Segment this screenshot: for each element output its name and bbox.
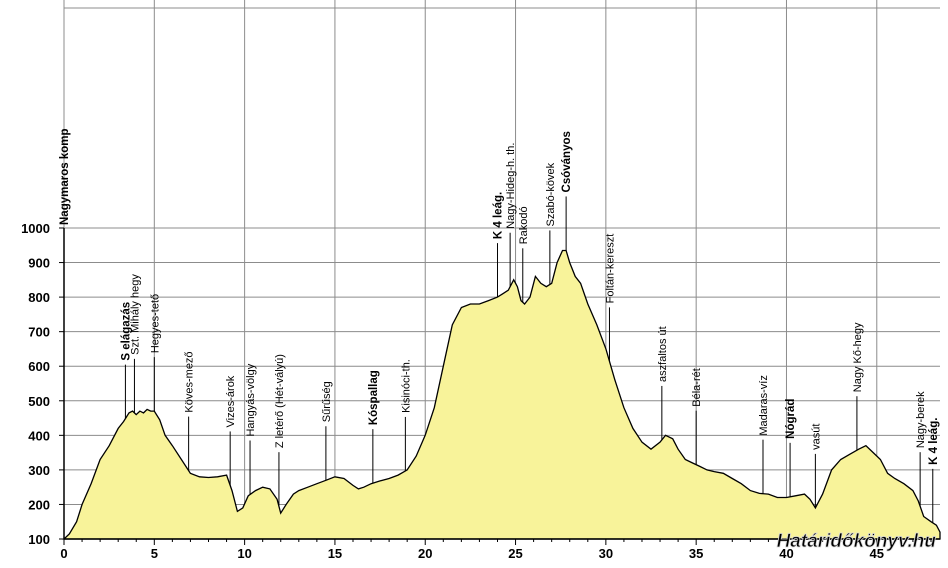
waypoint-label: Sűrűség — [321, 381, 333, 422]
x-tick-label: 20 — [418, 546, 432, 561]
y-tick-label: 900 — [28, 256, 50, 271]
x-tick-label: 10 — [237, 546, 251, 561]
y-tick-label: 400 — [28, 428, 50, 443]
x-tick-label: 15 — [328, 546, 342, 561]
waypoint-label: Köves-mező — [184, 351, 196, 412]
waypoint-label: K 4 leág. — [492, 192, 504, 239]
waypoint-label: Kisinóci-th. — [400, 359, 412, 413]
waypoint-label: Nagy-berek — [915, 391, 927, 448]
x-tick-label: 35 — [689, 546, 703, 561]
waypoint-label: Vizes-árok — [225, 375, 237, 427]
y-tick-label: 500 — [28, 394, 50, 409]
waypoint-label: Szt. Mihály hegy — [129, 274, 141, 355]
y-tick-label: 800 — [28, 290, 50, 305]
waypoint-label: K 4 leág. — [928, 418, 940, 465]
y-tick-label: 1000 — [21, 221, 50, 236]
waypoint-label: Hegyes-tető — [149, 294, 161, 353]
waypoint-label: Foltán-kereszt — [604, 234, 616, 304]
waypoint-label: Nagy Kő-hegy — [852, 322, 864, 392]
waypoint-label: Béla-rét — [691, 368, 703, 407]
x-tick-label: 25 — [508, 546, 522, 561]
y-tick-label: 200 — [28, 497, 50, 512]
waypoint-label: S elágazás — [120, 302, 132, 361]
waypoint-label: aszfaltos út — [657, 326, 669, 382]
waypoint-label: Z letérő (Hét-vályú) — [274, 354, 286, 448]
waypoint-label: Kóspallag — [368, 370, 380, 425]
waypoint-label: Szabó-kövek — [545, 162, 557, 226]
waypoint-label: Madaras-víz — [758, 375, 770, 436]
y-tick-label: 100 — [28, 532, 50, 547]
y-tick-label: 300 — [28, 463, 50, 478]
waypoint-label: Csóványos — [561, 131, 573, 192]
waypoint-label: Rakodó — [518, 206, 530, 244]
elevation-area — [62, 249, 941, 540]
waypoint-label: Nagymaros komp — [59, 128, 71, 225]
y-tick-label: 700 — [28, 325, 50, 340]
x-tick-label: 5 — [151, 546, 158, 561]
waypoint-label: vasút — [810, 424, 822, 450]
x-axis-ticks: 0 5 10 15 20 25 30 35 40 45 — [60, 539, 932, 561]
watermark-text: Határidőkönyv.hu — [777, 531, 937, 552]
x-tick-label: 30 — [599, 546, 613, 561]
waypoint-label: Nógrád — [785, 399, 797, 439]
y-axis-ticks: 100 200 300 400 500 600 700 800 900 1000 — [21, 221, 64, 547]
x-tick-label: 40 — [779, 546, 793, 561]
x-tick-label: 0 — [60, 546, 67, 561]
waypoint-label: Hangyás-völgy — [245, 363, 257, 436]
x-tick-label: 45 — [870, 546, 884, 561]
y-tick-label: 600 — [28, 359, 50, 374]
waypoint-label: Nagy-Hideg-h. th. — [505, 143, 517, 229]
